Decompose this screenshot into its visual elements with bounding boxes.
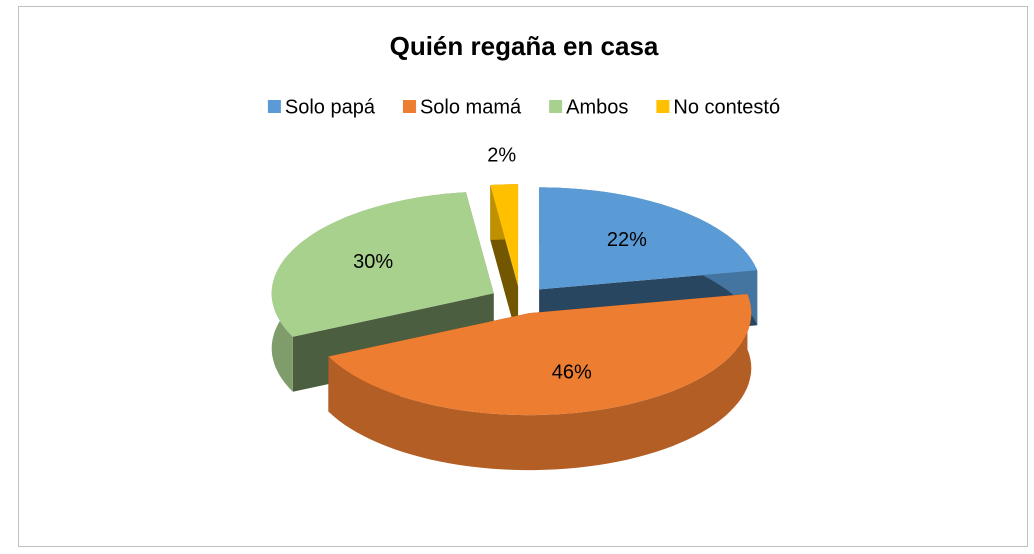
- slice: [490, 184, 519, 342]
- legend-swatch: [656, 100, 670, 113]
- legend-swatch: [549, 100, 563, 113]
- slice-top: [328, 294, 752, 416]
- legend-swatch: [267, 100, 281, 113]
- slice-top: [539, 187, 758, 290]
- legend-label: No contestó: [673, 96, 780, 118]
- data-label: 46%: [552, 362, 592, 384]
- slice: [328, 294, 752, 471]
- legend-label: Ambos: [566, 96, 628, 118]
- slice-wall: [328, 294, 752, 471]
- legend-swatch: [402, 100, 416, 113]
- data-label: 2%: [487, 144, 516, 166]
- slice-top: [490, 184, 519, 287]
- legend-label: Solo mamá: [420, 96, 522, 118]
- legend-label: Solo papá: [285, 96, 376, 118]
- chart-title: Quién regaña en casa: [390, 31, 659, 61]
- slice-top: [271, 192, 494, 337]
- legend: Solo papá Solo mamá Ambos No contestó: [267, 96, 780, 118]
- data-label: 30%: [353, 251, 393, 273]
- data-label: 22%: [607, 229, 647, 251]
